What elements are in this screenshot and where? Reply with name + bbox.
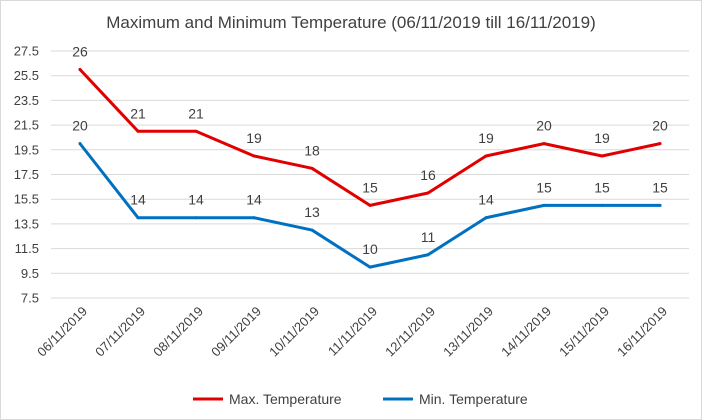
- y-tick-label: 23.5: [14, 93, 39, 108]
- data-point: [194, 216, 198, 220]
- data-label: 21: [188, 105, 204, 121]
- data-point: [484, 154, 488, 158]
- y-tick-label: 17.5: [14, 167, 39, 182]
- x-tick-label: 16/11/2019: [614, 304, 670, 360]
- data-point: [252, 216, 256, 220]
- y-tick-label: 7.5: [21, 291, 39, 306]
- x-tick-label: 08/11/2019: [150, 304, 206, 360]
- data-point: [658, 142, 662, 146]
- data-label: 15: [652, 179, 668, 195]
- data-label: 14: [478, 192, 494, 208]
- x-tick-label: 07/11/2019: [92, 304, 148, 360]
- legend: Max. Temperature Min. Temperature: [193, 391, 528, 407]
- data-label: 15: [594, 179, 610, 195]
- series-lines: [78, 68, 662, 269]
- data-label: 21: [130, 105, 146, 121]
- data-label: 19: [246, 130, 262, 146]
- data-point: [78, 142, 82, 146]
- y-tick-label: 21.5: [14, 118, 39, 133]
- data-point: [426, 253, 430, 257]
- x-tick-label: 10/11/2019: [266, 304, 322, 360]
- x-tick-label: 13/11/2019: [440, 304, 496, 360]
- y-tick-label: 11.5: [15, 241, 39, 256]
- data-point: [252, 154, 256, 158]
- x-tick-label: 12/11/2019: [382, 304, 438, 360]
- data-point: [426, 191, 430, 195]
- data-point: [368, 203, 372, 207]
- data-label: 15: [362, 179, 378, 195]
- x-axis-ticks: 06/11/2019 07/11/2019 08/11/2019 09/11/2019…: [34, 304, 670, 360]
- data-label: 11: [421, 229, 436, 245]
- data-point: [368, 265, 372, 269]
- data-label: 20: [652, 118, 668, 134]
- data-point: [542, 203, 546, 207]
- data-label: 19: [478, 130, 494, 146]
- x-tick-label: 11/11/2019: [325, 304, 380, 359]
- y-tick-label: 25.5: [14, 68, 39, 83]
- data-label: 26: [72, 44, 88, 60]
- data-label: 16: [420, 167, 436, 183]
- data-point: [658, 203, 662, 207]
- y-tick-label: 9.5: [21, 266, 39, 281]
- data-point: [600, 203, 604, 207]
- data-label: 14: [246, 192, 262, 208]
- data-label: 18: [304, 142, 320, 158]
- data-label: 19: [594, 130, 610, 146]
- data-label: 20: [72, 118, 88, 134]
- y-axis-ticks: 7.5 9.5 11.5 13.5 15.5 17.5 19.5 21.5 23.5 25.5 27…: [14, 44, 39, 306]
- data-point: [136, 129, 140, 133]
- y-tick-label: 15.5: [14, 192, 39, 207]
- data-labels: 26 21 21 19 18 15 16 19 20 19 20 20 14 14 14 13 10 11 14 15…: [72, 44, 668, 258]
- data-point: [600, 154, 604, 158]
- data-point: [484, 216, 488, 220]
- data-point: [78, 68, 82, 72]
- data-label: 14: [188, 192, 204, 208]
- y-tick-label: 13.5: [14, 216, 39, 231]
- data-label: 10: [362, 241, 378, 257]
- legend-label: Max. Temperature: [229, 391, 342, 407]
- data-point: [310, 228, 314, 232]
- data-point: [136, 216, 140, 220]
- gridlines: [51, 50, 689, 299]
- x-tick-label: 15/11/2019: [556, 304, 612, 360]
- data-label: 13: [304, 204, 320, 220]
- x-tick-label: 06/11/2019: [34, 304, 90, 360]
- x-tick-label: 14/11/2019: [498, 304, 554, 360]
- x-tick-label: 09/11/2019: [208, 304, 264, 360]
- y-tick-label: 19.5: [14, 142, 39, 157]
- legend-label: Min. Temperature: [419, 391, 528, 407]
- data-label: 20: [536, 118, 552, 134]
- data-label: 14: [130, 192, 146, 208]
- data-label: 15: [536, 179, 552, 195]
- data-point: [542, 142, 546, 146]
- chart-title: Maximum and Minimum Temperature (06/11/2…: [106, 13, 595, 32]
- y-tick-label: 27.5: [14, 44, 39, 59]
- data-point: [194, 129, 198, 133]
- data-point: [310, 166, 314, 170]
